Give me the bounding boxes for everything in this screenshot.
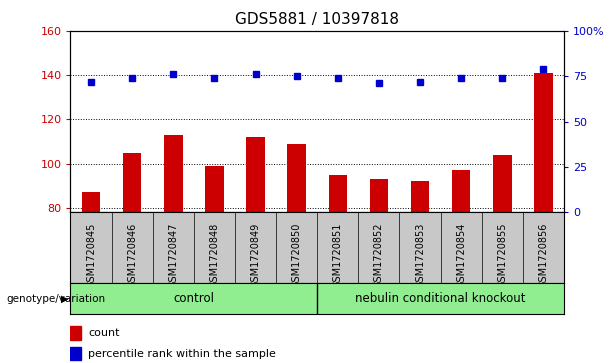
Text: ▶: ▶ <box>61 294 69 303</box>
Bar <box>452 170 470 212</box>
Bar <box>534 73 553 212</box>
Text: GSM1720846: GSM1720846 <box>127 223 137 288</box>
Bar <box>164 135 183 212</box>
Text: GSM1720854: GSM1720854 <box>456 223 466 288</box>
Text: GSM1720848: GSM1720848 <box>210 223 219 288</box>
Bar <box>246 137 265 212</box>
Text: GSM1720853: GSM1720853 <box>415 223 425 288</box>
Text: genotype/variation: genotype/variation <box>6 294 105 303</box>
Text: GSM1720845: GSM1720845 <box>86 223 96 288</box>
Bar <box>70 347 81 360</box>
Bar <box>70 283 318 314</box>
Text: percentile rank within the sample: percentile rank within the sample <box>88 349 276 359</box>
Text: GSM1720852: GSM1720852 <box>374 223 384 289</box>
Bar <box>82 192 101 212</box>
Bar <box>205 166 224 212</box>
Text: nebulin conditional knockout: nebulin conditional knockout <box>356 292 526 305</box>
Bar <box>287 144 306 212</box>
Text: GSM1720849: GSM1720849 <box>251 223 261 288</box>
Bar <box>329 175 347 212</box>
Text: GSM1720851: GSM1720851 <box>333 223 343 288</box>
Text: GSM1720850: GSM1720850 <box>292 223 302 288</box>
Bar <box>411 182 429 212</box>
Text: count: count <box>88 328 120 338</box>
Text: control: control <box>173 292 215 305</box>
Text: GSM1720856: GSM1720856 <box>538 223 549 288</box>
Text: GSM1720847: GSM1720847 <box>169 223 178 288</box>
Bar <box>370 179 388 212</box>
Text: GSM1720855: GSM1720855 <box>497 223 508 289</box>
Title: GDS5881 / 10397818: GDS5881 / 10397818 <box>235 12 399 27</box>
Bar <box>318 283 564 314</box>
Bar <box>493 155 511 212</box>
Bar <box>123 152 142 212</box>
Bar <box>70 326 81 339</box>
